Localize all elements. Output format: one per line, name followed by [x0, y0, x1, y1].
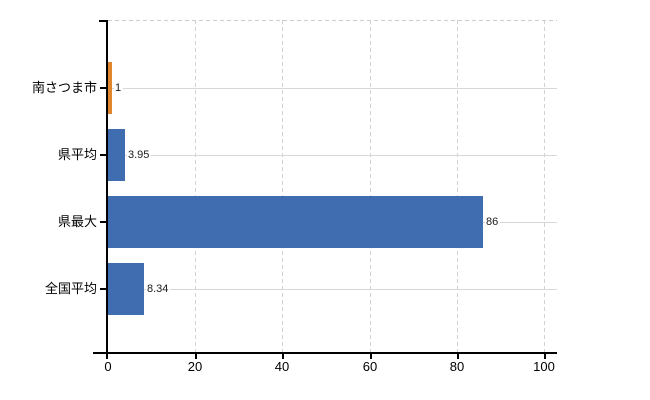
category-label: 南さつま市	[31, 80, 97, 95]
x-axis-tick	[457, 352, 459, 359]
bar-value-label: 8.34	[146, 283, 171, 296]
x-tick-label: 20	[187, 359, 203, 374]
y-axis-tick	[100, 221, 108, 223]
bar	[108, 62, 112, 114]
x-tick-label: 0	[104, 359, 112, 374]
x-tick-label: 80	[449, 359, 465, 374]
x-tick-label: 60	[362, 359, 378, 374]
x-gridline	[370, 20, 371, 352]
x-gridline	[282, 20, 283, 352]
y-axis-tick	[100, 87, 108, 89]
x-axis-line	[93, 352, 557, 354]
x-gridline	[195, 20, 196, 352]
y-axis-line	[106, 20, 108, 359]
bar-value-label: 1	[114, 82, 124, 95]
x-tick-label: 100	[533, 359, 555, 374]
category-gridline	[109, 155, 557, 156]
x-axis-tick	[282, 352, 284, 359]
bar	[108, 196, 483, 248]
x-gridline	[457, 20, 458, 352]
category-label: 県平均	[57, 147, 97, 162]
bar-value-label: 3.95	[127, 149, 152, 162]
category-gridline	[109, 289, 557, 290]
bar-value-label: 86	[485, 216, 501, 229]
x-axis-tick	[370, 352, 372, 359]
x-axis-tick	[544, 352, 546, 359]
category-label: 全国平均	[44, 281, 97, 296]
bar	[108, 129, 125, 181]
x-axis-tick	[195, 352, 197, 359]
y-axis-tick	[100, 288, 108, 290]
category-label: 県最大	[57, 214, 97, 229]
y-axis-tick	[100, 154, 108, 156]
bar	[108, 263, 144, 315]
y-axis-top-tick	[99, 20, 108, 22]
category-gridline	[109, 88, 557, 89]
x-gridline	[544, 20, 545, 352]
x-tick-label: 40	[274, 359, 290, 374]
plot-top-border	[108, 20, 557, 21]
